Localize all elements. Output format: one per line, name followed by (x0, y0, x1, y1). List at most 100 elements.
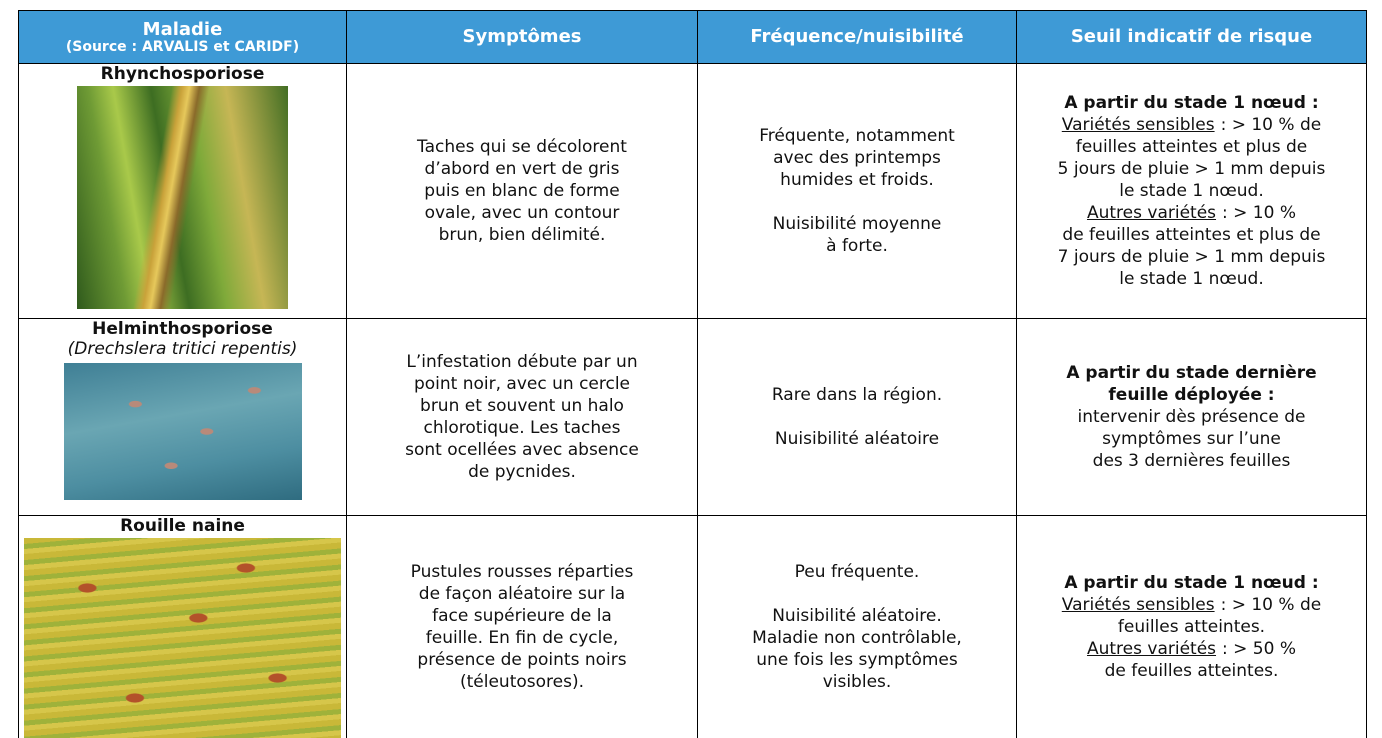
threshold-heading: A partir du stade 1 nœud : (1017, 92, 1366, 114)
symptom-line: d’abord en vert de gris (424, 159, 620, 179)
threshold-line: symptômes sur l’une (1102, 429, 1281, 449)
frequency-cell: Rare dans la région. Nuisibilité aléatoir… (697, 318, 1017, 516)
table-row: Helminthosporiose (Drechslera tritici rep… (18, 318, 1367, 516)
threshold-line: Autres variétés: > 50 % (1017, 638, 1366, 660)
frequency-paragraph: Fréquente, notamment avec des printemps hu… (698, 125, 1016, 191)
frequency-cell: Fréquente, notamment avec des printemps hu… (697, 63, 1017, 319)
threshold-line: de feuilles atteintes et plus de (1062, 225, 1321, 245)
symptom-line: puis en blanc de forme (424, 181, 620, 201)
frequency-line: Nuisibilité aléatoire. (772, 606, 942, 626)
table-row: Rhynchosporiose Taches qui se décolorent d… (18, 63, 1367, 319)
threshold-line: de feuilles atteintes. (1104, 661, 1279, 681)
table-row: Rouille naine Pustules rousses réparties d… (18, 515, 1367, 738)
threshold-cell: A partir du stade 1 nœud : Variétés sensi… (1016, 515, 1367, 738)
disease-name: Rhynchosporiose (100, 64, 265, 84)
symptom-line: point noir, avec un cercle (413, 374, 631, 394)
frequency-line: une fois les symptômes (756, 650, 958, 670)
variety-label: Variétés sensibles (1061, 115, 1215, 135)
disease-name: Helminthosporiose (92, 319, 273, 339)
symptom-line: Pustules rousses réparties (410, 562, 634, 582)
variety-label: Autres variétés (1086, 639, 1217, 659)
threshold-line: feuilles atteintes et plus de (1075, 137, 1308, 157)
threshold-line: Variétés sensibles: > 10 % de (1017, 114, 1366, 136)
symptom-line: ovale, avec un contour (424, 203, 620, 223)
frequency-paragraph: Nuisibilité moyenne à forte. (698, 213, 1016, 257)
threshold-heading: A partir du stade dernière feuille déploy… (1017, 362, 1366, 406)
frequency-line: humides et froids. (780, 170, 934, 190)
threshold-text: : > 10 % (1222, 203, 1296, 223)
disease-photo (24, 538, 341, 738)
symptom-line: Taches qui se décolorent (417, 137, 627, 157)
header-cell: Seuil indicatif de risque (1016, 10, 1367, 64)
header-row: Maladie (Source : ARVALIS et CARIDF) Sympt… (18, 10, 1367, 64)
header-text: Maladie (142, 18, 223, 40)
symptoms-cell: Taches qui se décolorent d’abord en vert … (346, 63, 698, 319)
threshold-line: 7 jours de pluie > 1 mm depuis (1057, 247, 1326, 267)
frequency-line: Maladie non contrôlable, (752, 628, 962, 648)
threshold-text: : > 50 % (1222, 639, 1296, 659)
symptoms-cell: Pustules rousses réparties de façon aléat… (346, 515, 698, 738)
header-text: Symptômes (462, 26, 582, 47)
frequency-line: Fréquente, notamment (759, 126, 955, 146)
frequency-line: Nuisibilité moyenne (772, 214, 942, 234)
frequency-line: visibles. (822, 672, 892, 692)
frequency-line: à forte. (826, 236, 888, 256)
frequency-paragraph: Nuisibilité aléatoire. Maladie non contrô… (698, 605, 1016, 693)
symptom-line: feuille. En fin de cycle, (425, 628, 619, 648)
threshold-line: 5 jours de pluie > 1 mm depuis (1057, 159, 1326, 179)
disease-cell: Rouille naine (18, 515, 347, 738)
threshold-line: intervenir dès présence de (1077, 407, 1306, 427)
header-cell: Symptômes (346, 10, 698, 64)
header-text: (Source : ARVALIS et CARIDF) (65, 38, 300, 55)
threshold-cell: A partir du stade dernière feuille déploy… (1016, 318, 1367, 516)
heading-line: A partir du stade dernière (1066, 363, 1317, 383)
symptom-line: face supérieure de la (432, 606, 612, 626)
symptom-line: sont ocellées avec absence (405, 440, 639, 460)
variety-label: Autres variétés (1086, 203, 1217, 223)
threshold-line: Variétés sensibles: > 10 % de (1017, 594, 1366, 616)
frequency-cell: Peu fréquente. Nuisibilité aléatoire. Mala… (697, 515, 1017, 738)
frequency-paragraph: Rare dans la région. (698, 384, 1016, 406)
disease-name: Rouille naine (120, 516, 245, 536)
symptom-line: brun, bien délimité. (438, 225, 606, 245)
symptom-line: (téleutosores). (459, 672, 584, 692)
latin-name: (Drechslera tritici repentis) (67, 339, 298, 359)
frequency-line: Rare dans la région. (771, 385, 943, 405)
symptom-line: brun et souvent un halo (420, 396, 624, 416)
symptoms-cell: L’infestation débute par un point noir, a… (346, 318, 698, 516)
frequency-line: avec des printemps (773, 148, 941, 168)
threshold-line: le stade 1 nœud. (1119, 181, 1264, 201)
heading-line: feuille déployée : (1108, 385, 1275, 405)
symptom-line: de pycnides. (468, 462, 576, 482)
disease-photo (77, 86, 288, 309)
frequency-paragraph: Nuisibilité aléatoire (698, 428, 1016, 450)
heading-line: A partir du stade 1 nœud : (1064, 573, 1319, 593)
symptom-line: L’infestation débute par un (406, 352, 638, 372)
frequency-line: Nuisibilité aléatoire (774, 429, 940, 449)
threshold-heading: A partir du stade 1 nœud : (1017, 572, 1366, 594)
header-text: Fréquence/nuisibilité (750, 26, 964, 47)
threshold-text: : > 10 % de (1220, 115, 1322, 135)
disease-table: Maladie (Source : ARVALIS et CARIDF) Sympt… (18, 10, 1367, 738)
symptom-line: présence de points noirs (417, 650, 627, 670)
frequency-line: Peu fréquente. (794, 562, 920, 582)
frequency-paragraph: Peu fréquente. (698, 561, 1016, 583)
disease-cell: Rhynchosporiose (18, 63, 347, 319)
disease-cell: Helminthosporiose (Drechslera tritici rep… (18, 318, 347, 516)
header-cell: Fréquence/nuisibilité (697, 10, 1017, 64)
threshold-text: : > 10 % de (1220, 595, 1322, 615)
threshold-line: le stade 1 nœud. (1119, 269, 1264, 289)
threshold-cell: A partir du stade 1 nœud : Variétés sensi… (1016, 63, 1367, 319)
symptom-line: de façon aléatoire sur la (418, 584, 626, 604)
threshold-line: feuilles atteintes. (1117, 617, 1266, 637)
header-cell: Maladie (Source : ARVALIS et CARIDF) (18, 10, 347, 64)
variety-label: Variétés sensibles (1061, 595, 1215, 615)
symptom-line: chlorotique. Les taches (423, 418, 621, 438)
disease-photo (63, 363, 302, 500)
header-text: Seuil indicatif de risque (1070, 26, 1313, 47)
threshold-line: Autres variétés: > 10 % (1017, 202, 1366, 224)
heading-line: A partir du stade 1 nœud : (1064, 93, 1319, 113)
